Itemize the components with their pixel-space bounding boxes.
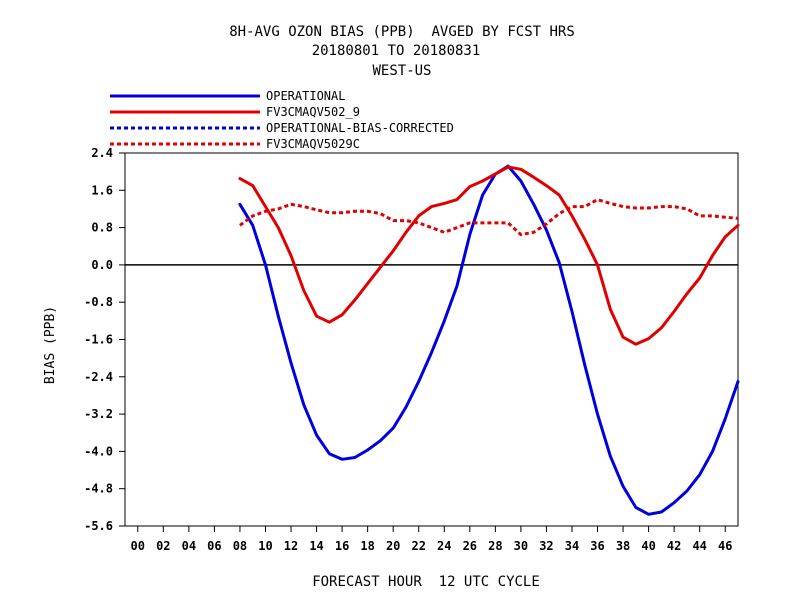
y-tick-label: -1.6: [84, 333, 113, 347]
x-tick-label: 26: [463, 539, 477, 553]
y-tick-label: 0.0: [91, 258, 113, 272]
legend: OPERATIONAL FV3CMAQV502_9 OPERATIONAL-BIAS…: [110, 89, 454, 151]
y-axis-label: BIAS (PPB): [43, 306, 58, 384]
y-tick-label: -0.8: [84, 295, 113, 309]
x-tick-label: 20: [386, 539, 400, 553]
x-tick-label: 08: [233, 539, 247, 553]
legend-label-2: OPERATIONAL-BIAS-CORRECTED: [266, 121, 454, 135]
series-line-0: [238, 164, 740, 516]
legend-label-1: FV3CMAQV502_9: [266, 105, 360, 119]
x-tick-label: 30: [514, 539, 528, 553]
y-tick-label: -4.8: [84, 482, 113, 496]
x-tick-label: 40: [641, 539, 655, 553]
y-tick-label: 0.8: [91, 221, 113, 235]
legend-label-0: OPERATIONAL: [266, 89, 345, 103]
chart-title-line-2: 20180801 TO 20180831: [312, 43, 481, 59]
x-tick-label: 12: [284, 539, 298, 553]
series-group: [238, 164, 740, 516]
x-tick-label: 16: [335, 539, 349, 553]
x-tick-label: 10: [258, 539, 272, 553]
x-tick-label: 04: [182, 539, 196, 553]
y-axis: -5.6 -4.8 -4.0 -3.2 -2.4 -1.6 -0.8 0.0 0.8 1.6 2.4: [84, 146, 125, 533]
x-tick-label: 34: [565, 539, 579, 553]
x-tick-label: 42: [667, 539, 681, 553]
y-tick-label: -2.4: [84, 370, 113, 384]
series-line-1: [238, 165, 740, 346]
x-tick-label: 22: [412, 539, 426, 553]
x-tick-label: 46: [718, 539, 732, 553]
x-axis-label: FORECAST HOUR 12 UTC CYCLE: [312, 574, 540, 590]
chart-title-line-3: WEST-US: [372, 63, 431, 79]
x-tick-label: 02: [156, 539, 170, 553]
x-tick-label: 36: [590, 539, 604, 553]
x-tick-label: 32: [539, 539, 553, 553]
x-tick-label: 06: [207, 539, 221, 553]
y-tick-label: -5.6: [84, 519, 113, 533]
x-tick-label: 00: [131, 539, 145, 553]
x-tick-label: 18: [360, 539, 374, 553]
legend-label-3: FV3CMAQV5029C: [266, 137, 360, 151]
y-tick-label: 2.4: [91, 146, 113, 160]
chart-title-line-1: 8H-AVG OZON BIAS (PPB) AVGED BY FCST HRS: [229, 24, 575, 40]
y-tick-label: -4.0: [84, 444, 113, 458]
x-tick-label: 38: [616, 539, 630, 553]
x-tick-label: 24: [437, 539, 451, 553]
y-tick-label: 1.6: [91, 183, 113, 197]
series-line-3: [239, 198, 739, 237]
y-tick-label: -3.2: [84, 407, 113, 421]
x-tick-label: 28: [488, 539, 502, 553]
x-tick-label: 44: [692, 539, 706, 553]
x-tick-label: 14: [309, 539, 323, 553]
x-axis: 00 02 04 06 08 10 12 14 16 18 20 22 24 26 28 30 32 34 36 38…: [131, 526, 732, 553]
